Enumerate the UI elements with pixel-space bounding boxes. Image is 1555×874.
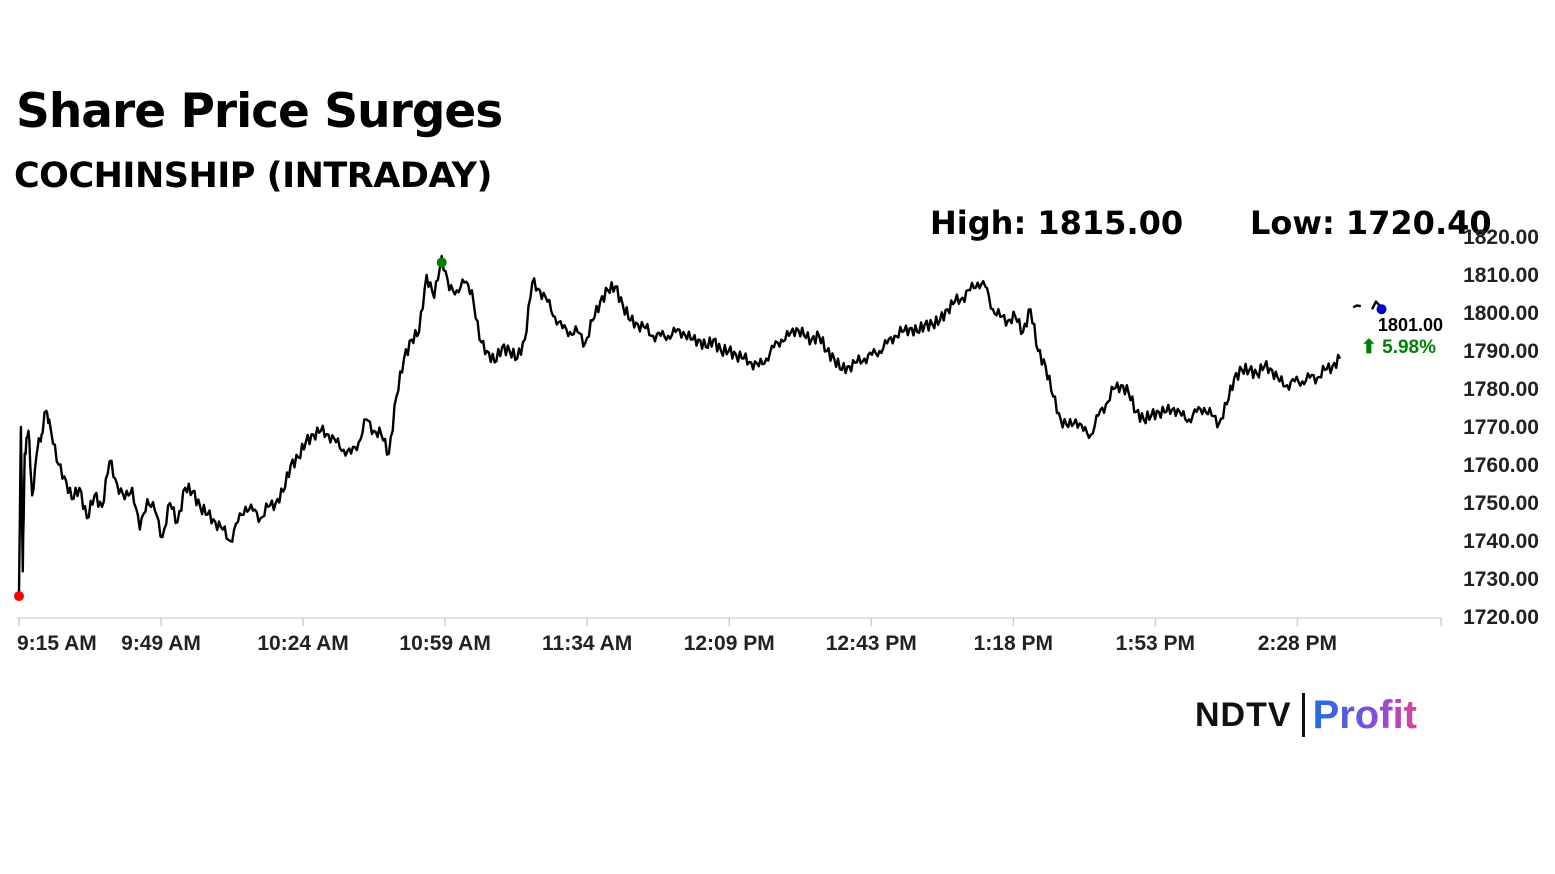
x-tick-label: 2:28 PM [1258,632,1337,655]
low-point-marker [14,591,24,602]
price-line-series-0 [17,254,1342,595]
ndtv-profit-logo: NDTV Profit [1195,690,1417,740]
y-tick-label: 1770.00 [1463,416,1539,439]
low-stat: Low: 1720.40 [1250,204,1492,242]
high-point-marker [436,257,447,268]
x-tick-label: 1:18 PM [974,632,1053,655]
low-label: Low: [1250,204,1335,242]
x-axis: 9:15 AM 9:49 AM 10:24 AM 10:59 AM 11:34 AM 12… [17,617,1442,655]
last-point-marker [1376,304,1387,315]
high-label: High: [930,204,1027,242]
y-tick-label: 1820.00 [1463,226,1539,249]
y-tick-label: 1750.00 [1463,492,1539,515]
x-tick-label: 1:53 PM [1116,632,1195,655]
chart-title: Share Price Surges [16,84,503,139]
y-axis: 1720.00 1730.00 1740.00 1750.00 1760.00 1770.… [1463,226,1539,629]
chart-subtitle: COCHINSHIP (INTRADAY) [14,156,492,196]
x-tick-label: 12:43 PM [826,632,917,655]
high-value: 1815.00 [1037,204,1184,242]
y-tick-label: 1810.00 [1463,264,1539,287]
up-arrow-icon: ⬆ [1361,337,1382,358]
x-tick-label: 9:49 AM [121,632,201,655]
y-tick-label: 1720.00 [1463,606,1539,629]
high-stat: High: 1815.00 [930,204,1183,242]
y-tick-label: 1760.00 [1463,454,1539,477]
last-price-label: 1801.00 ⬆ 5.98% [1361,315,1443,358]
logo-divider [1301,693,1305,737]
logo-ndtv-text: NDTV [1195,695,1292,734]
price-line-series-1 [1352,304,1362,309]
series-layer [17,254,1384,595]
x-tick-label: 10:24 AM [257,632,348,655]
low-value: 1720.40 [1345,204,1492,242]
logo-profit-text: Profit [1312,692,1417,737]
last-price-value: 1801.00 [1378,315,1443,335]
x-tick-label: 12:09 PM [684,632,775,655]
y-tick-label: 1790.00 [1463,340,1539,363]
y-tick-label: 1730.00 [1463,568,1539,591]
marker-layer [14,257,1387,602]
x-tick-label: 9:15 AM [17,632,97,655]
y-tick-label: 1740.00 [1463,530,1539,553]
x-tick-label: 10:59 AM [399,632,490,655]
last-price-change: ⬆ 5.98% [1361,337,1436,358]
change-value: 5.98% [1382,337,1436,358]
y-tick-label: 1800.00 [1463,302,1539,325]
x-tick-label: 11:34 AM [542,632,632,655]
y-tick-label: 1780.00 [1463,378,1539,401]
